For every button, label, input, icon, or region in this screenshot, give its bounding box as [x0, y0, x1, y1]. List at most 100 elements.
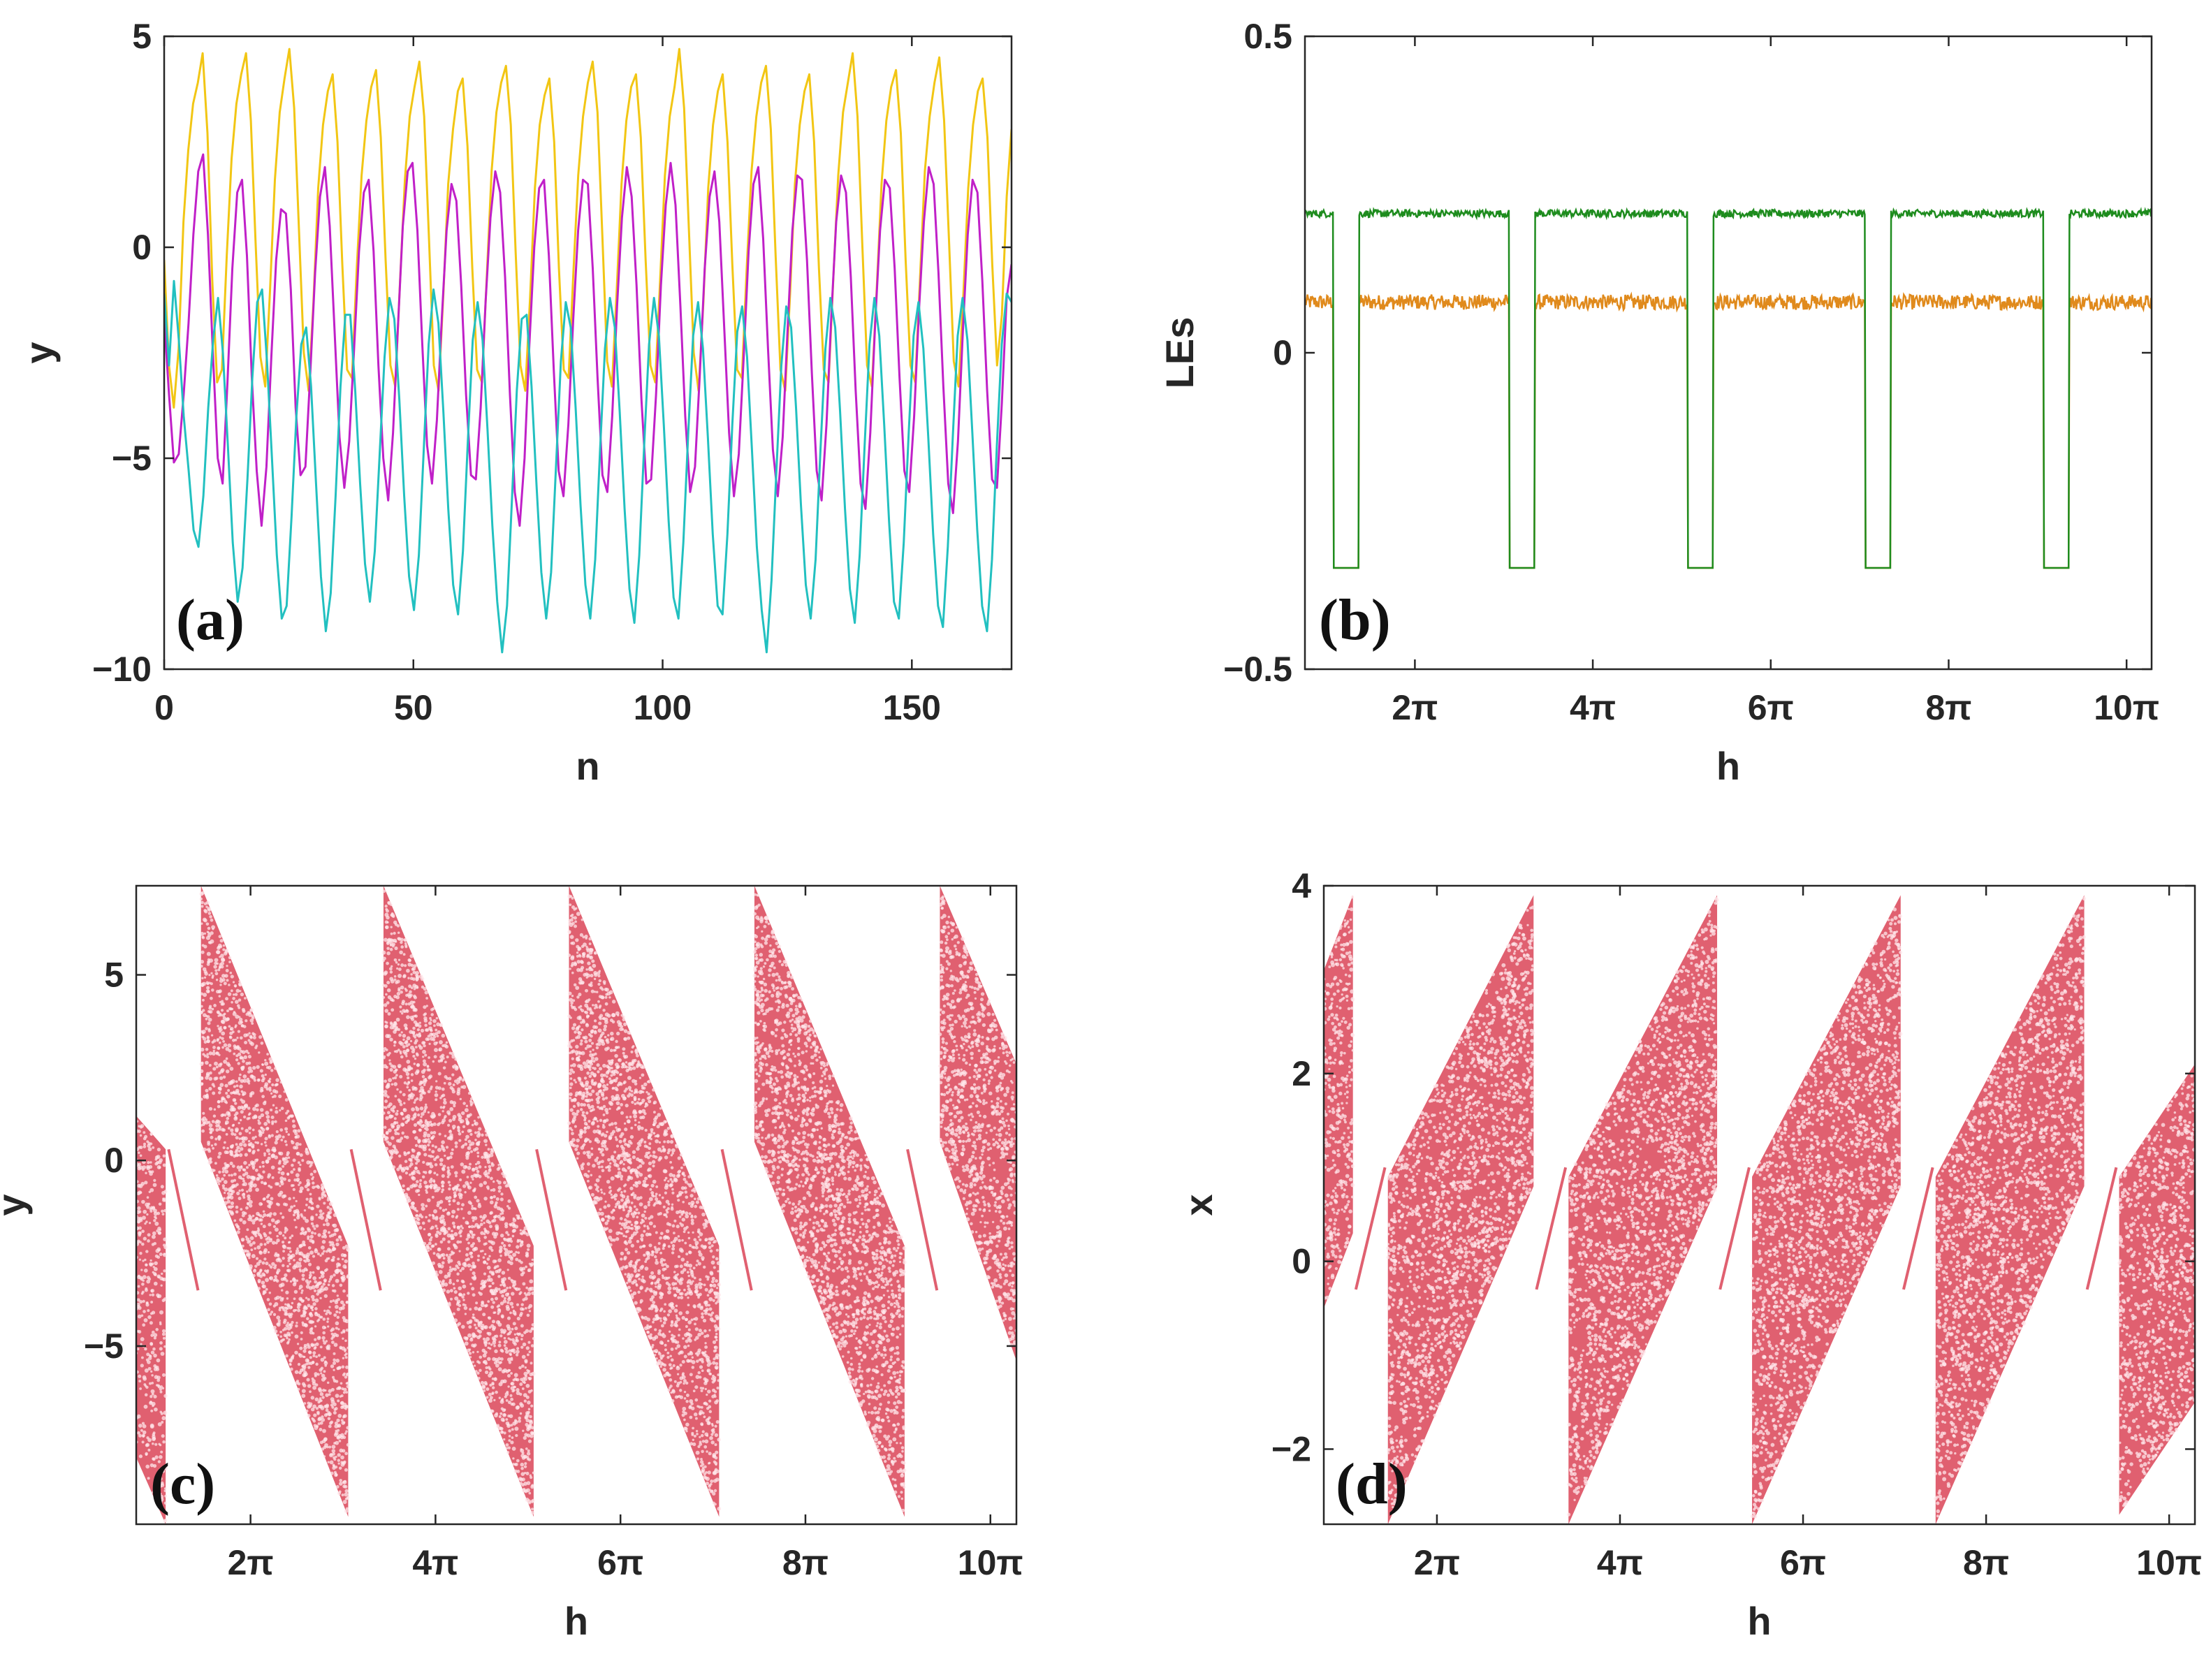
scatter-gap	[232, 981, 235, 984]
scatter-gap	[245, 1012, 249, 1016]
scatter-gap	[310, 1206, 314, 1211]
scatter-gap	[236, 1191, 240, 1196]
scatter-gap	[207, 1161, 212, 1165]
scatter-gap	[279, 1298, 284, 1302]
scatter-gap	[275, 1241, 278, 1245]
scatter-gap	[295, 1226, 298, 1229]
scatter-gap	[225, 1069, 230, 1074]
scatter-gap	[398, 1033, 402, 1037]
scatter-gap	[218, 966, 221, 970]
scatter-gap	[467, 1241, 470, 1245]
scatter-gap	[234, 985, 237, 988]
scatter-gap	[633, 1058, 637, 1062]
scatter-gap	[156, 1378, 161, 1382]
scatter-gap	[276, 1239, 280, 1243]
scatter-gap	[503, 1438, 506, 1441]
scatter-gap	[428, 1154, 430, 1157]
scatter-gap	[228, 1035, 232, 1039]
scatter-gap	[506, 1205, 509, 1208]
scatter-gap	[502, 1299, 507, 1303]
scatter-gap	[153, 1367, 158, 1371]
scatter-gap	[221, 1002, 225, 1006]
scatter-gap	[433, 1042, 437, 1046]
scatter-gap	[638, 1202, 643, 1206]
scatter-gap	[525, 1471, 530, 1475]
scatter-gap	[164, 1494, 167, 1498]
scatter-gap	[149, 1294, 152, 1296]
scatter-gap	[418, 1193, 421, 1197]
scatter-gap	[456, 1208, 460, 1211]
scatter-gap	[404, 964, 407, 967]
plot-frame	[163, 35, 1013, 671]
scatter-gap	[342, 1337, 344, 1340]
scatter-gap	[218, 1151, 222, 1156]
scatter-gap	[503, 1340, 508, 1344]
scatter-gap	[474, 1174, 479, 1178]
scatter-gap	[268, 1231, 272, 1235]
scatter-gap	[213, 1004, 217, 1007]
scatter-gap	[497, 1190, 501, 1193]
scatter-gap	[444, 1134, 447, 1137]
scatter-gap	[670, 1324, 673, 1327]
scatter-gap	[659, 1320, 662, 1322]
scatter-gap	[327, 1417, 331, 1421]
scatter-gap	[234, 993, 238, 996]
scatter-gap	[243, 1143, 247, 1147]
series-line-largest-LE	[1305, 207, 2152, 569]
scatter-gap	[255, 1103, 259, 1107]
scatter-gap	[460, 1111, 465, 1116]
scatter-gap	[634, 1250, 638, 1253]
scatter-gap	[596, 1063, 600, 1067]
scatter-gap	[467, 1146, 472, 1151]
scatter-gap	[385, 1085, 390, 1089]
scatter-gap	[422, 1056, 425, 1058]
scatter-gap	[420, 1116, 423, 1118]
scatter-gap	[462, 1303, 465, 1306]
scatter-gap	[381, 1111, 386, 1115]
scatter-gap	[245, 1128, 249, 1133]
scatter-gap	[421, 1111, 425, 1116]
scatter-gap	[628, 1220, 632, 1224]
scatter-gap	[422, 1059, 426, 1063]
scatter-gap	[428, 1179, 433, 1183]
scatter-gap	[410, 1073, 414, 1076]
scatter-gap	[414, 1099, 417, 1102]
scatter-gap	[150, 1290, 154, 1292]
scatter-gap	[427, 1111, 430, 1114]
scatter-gap	[200, 900, 204, 905]
scatter-gap	[470, 1141, 475, 1146]
scatter-gap	[447, 1255, 451, 1260]
scatter-gap	[268, 1184, 271, 1188]
scatter-gap	[159, 1347, 163, 1351]
scatter-gap	[251, 1176, 255, 1180]
scatter-gap	[203, 1054, 207, 1058]
scatter-gap	[712, 1361, 716, 1365]
scatter-gap	[326, 1381, 330, 1385]
plot-frame	[1304, 35, 2153, 671]
scatter-gap	[274, 1067, 277, 1070]
scatter-gap	[414, 1014, 416, 1017]
scatter-gap	[342, 1449, 346, 1453]
scatter-gap	[510, 1397, 514, 1401]
scatter-gap	[225, 1092, 228, 1095]
scatter-gap	[393, 1120, 397, 1124]
scatter-gap	[404, 1160, 408, 1163]
scatter-gap	[200, 1061, 204, 1065]
scatter-gap	[231, 1185, 235, 1189]
scatter-gap	[328, 1278, 333, 1281]
scatter-gap	[458, 1188, 462, 1192]
scatter-gap	[251, 1022, 254, 1025]
scatter-gap	[454, 1141, 458, 1145]
scatter-gap	[258, 1133, 263, 1137]
scatter-gap	[277, 1171, 281, 1174]
scatter-gap	[326, 1345, 330, 1350]
scatter-gap	[413, 1062, 416, 1065]
scatter-gap	[676, 1373, 680, 1375]
scatter-gap	[416, 1053, 419, 1057]
x-tick-label: 2π	[1392, 688, 1438, 727]
scatter-gap	[515, 1353, 519, 1357]
scatter-gap	[335, 1327, 338, 1330]
scatter-gap	[511, 1428, 514, 1431]
scatter-gap	[295, 1141, 300, 1146]
scatter-gap	[462, 1184, 467, 1188]
